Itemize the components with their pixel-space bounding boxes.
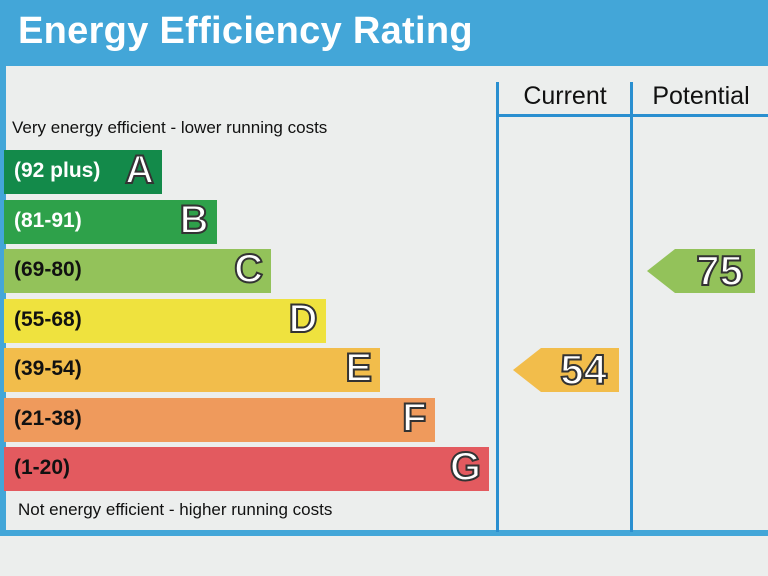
band-range-label: (39-54) — [14, 357, 82, 380]
potential-column-left-divider — [630, 82, 633, 532]
band-letter: A — [124, 147, 155, 193]
band-letter: D — [288, 296, 319, 342]
current-column-left-divider — [496, 82, 499, 532]
potential-arrow-shape — [647, 249, 755, 293]
band-range-label: (1-20) — [14, 456, 71, 479]
current-column-header: Current — [523, 82, 607, 110]
band-range-label: (92 plus) — [14, 159, 101, 182]
band-range-label: (81-91) — [14, 208, 82, 232]
band-letter: G — [449, 444, 482, 490]
band-g: (1-20) G — [4, 444, 489, 491]
chart-title: Energy Efficiency Rating — [18, 10, 473, 52]
band-a: (92 plus) A — [4, 147, 162, 194]
band-b: (81-91) B — [4, 197, 217, 244]
band-range-label: (69-80) — [14, 258, 82, 281]
header-bar: Energy Efficiency Rating — [0, 0, 768, 66]
band-e: (39-54) E — [4, 345, 380, 392]
band-letter: E — [344, 345, 373, 391]
bottom-caption: Not energy efficient - higher running co… — [18, 500, 333, 519]
potential-rating-value: 75 — [695, 246, 744, 295]
band-range-label: (21-38) — [14, 406, 82, 430]
band-c: (69-80) C — [4, 246, 271, 293]
column-header-divider — [496, 114, 768, 117]
band-letter: F — [401, 395, 427, 441]
current-arrow-shape — [513, 348, 619, 392]
current-rating-value: 54 — [559, 345, 608, 394]
band-range-label: (55-68) — [14, 307, 82, 331]
current-rating-arrow: 54 — [513, 345, 619, 394]
band-letter: C — [233, 246, 264, 292]
frame-left-border — [0, 66, 6, 536]
band-d: (55-68) D — [4, 296, 326, 343]
frame-bottom-border — [0, 530, 768, 536]
potential-column-header: Potential — [652, 82, 750, 110]
band-f: (21-38) F — [4, 395, 435, 442]
potential-rating-arrow: 75 — [647, 246, 755, 295]
top-caption: Very energy efficient - lower running co… — [12, 118, 328, 137]
band-letter: B — [179, 197, 210, 243]
